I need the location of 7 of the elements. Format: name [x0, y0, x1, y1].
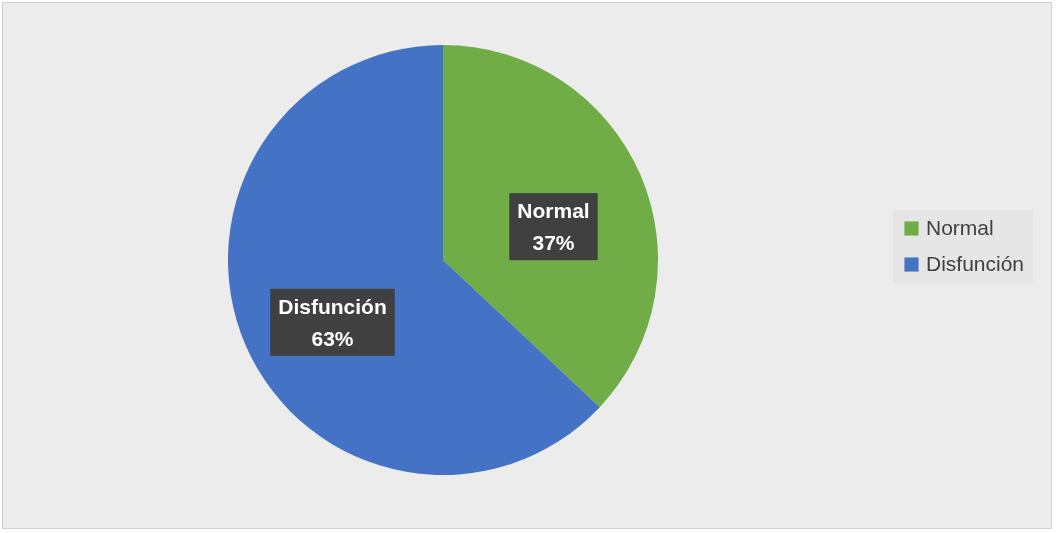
data-label: 37%: [532, 231, 575, 255]
pie-slice: [228, 45, 600, 475]
data-label: 63%: [311, 326, 354, 350]
slice-label: Disfunción: [278, 294, 387, 318]
slice-label: Normal: [517, 199, 590, 223]
legend-label: Normal: [926, 215, 994, 239]
legend-label: Disfunción: [926, 251, 1025, 275]
